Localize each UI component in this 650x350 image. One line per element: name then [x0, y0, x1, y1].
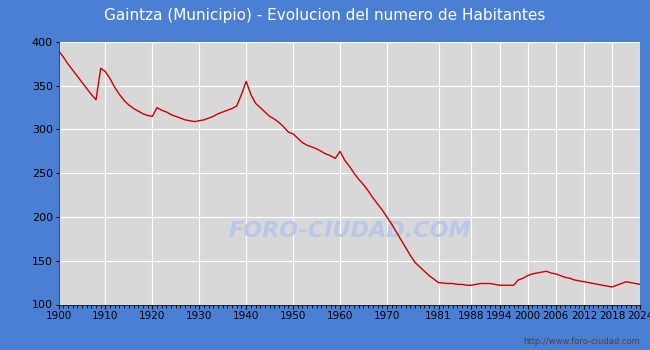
Text: FORO-CIUDAD.COM: FORO-CIUDAD.COM	[228, 221, 471, 241]
Text: http://www.foro-ciudad.com: http://www.foro-ciudad.com	[523, 337, 640, 346]
Text: Gaintza (Municipio) - Evolucion del numero de Habitantes: Gaintza (Municipio) - Evolucion del nume…	[104, 8, 546, 23]
